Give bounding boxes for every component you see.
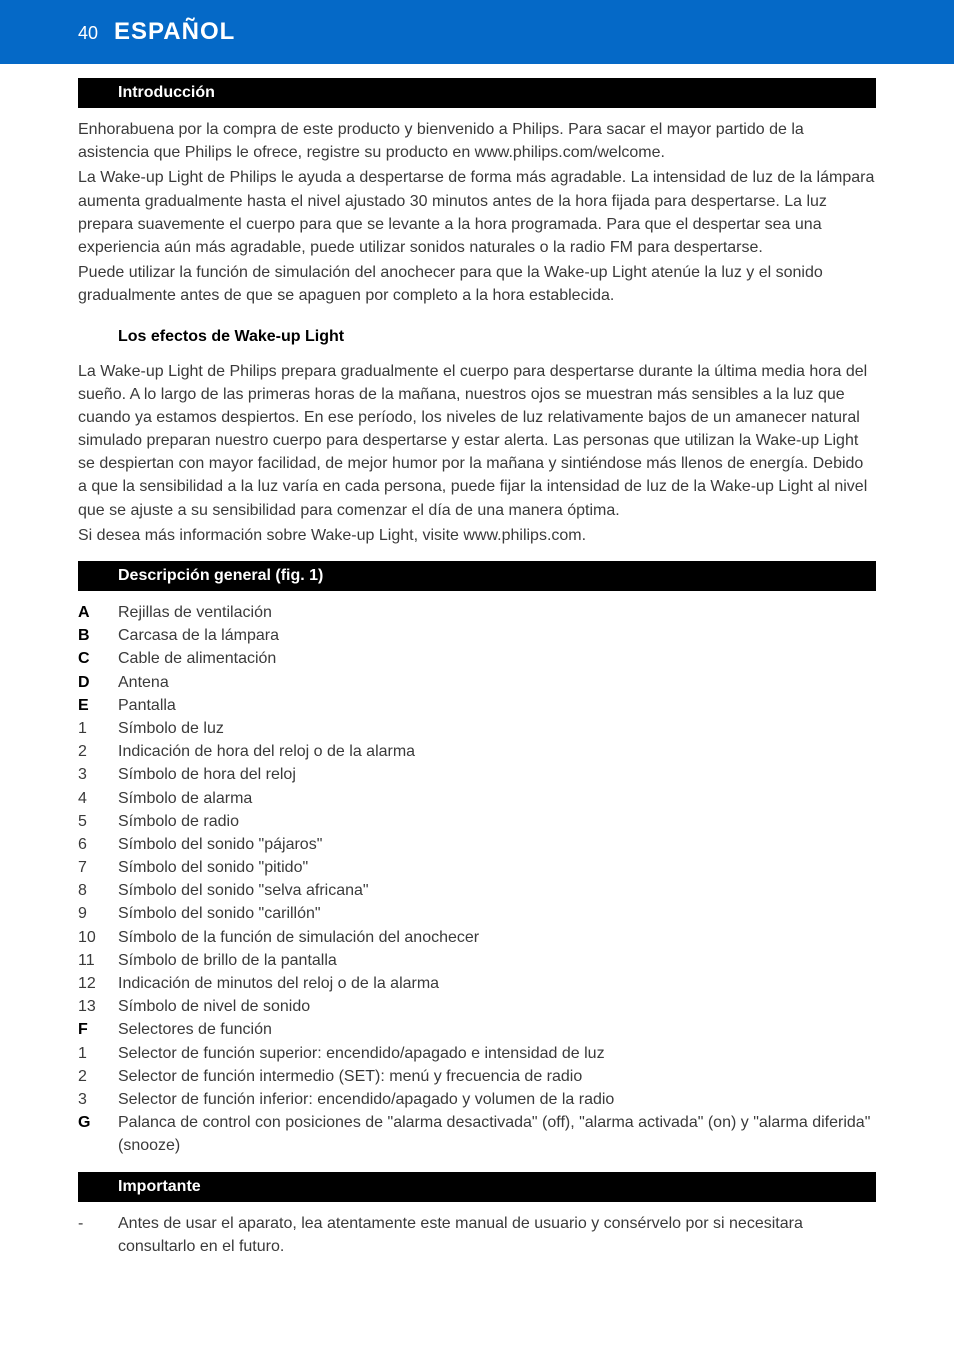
section-heading-intro: Introducción [78,78,876,108]
list-item-text: Selector de función inferior: encendido/… [118,1088,876,1111]
list-item: 8Símbolo del sonido "selva africana" [78,879,876,902]
list-item-text: Pantalla [118,694,876,717]
list-item: 6Símbolo del sonido "pájaros" [78,833,876,856]
list-item: DAntena [78,671,876,694]
list-item-key: G [78,1111,118,1157]
list-item: 2Selector de función intermedio (SET): m… [78,1065,876,1088]
list-item-text: Carcasa de la lámpara [118,624,876,647]
intro-paragraph: La Wake-up Light de Philips le ayuda a d… [78,166,876,259]
list-item-key: 10 [78,926,118,949]
list-item: 13Símbolo de nivel de sonido [78,995,876,1018]
list-item-key: E [78,694,118,717]
list-item-key: 9 [78,902,118,925]
language-title: ESPAÑOL [114,18,235,46]
list-item-text: Selectores de función [118,1018,876,1041]
list-item: ARejillas de ventilación [78,601,876,624]
list-item: 2Indicación de hora del reloj o de la al… [78,740,876,763]
list-item-text: Símbolo de alarma [118,787,876,810]
list-item-key: 13 [78,995,118,1018]
effects-paragraph: La Wake-up Light de Philips prepara grad… [78,360,876,522]
list-item-text: Símbolo de radio [118,810,876,833]
list-item: 12Indicación de minutos del reloj o de l… [78,972,876,995]
list-item-text: Indicación de minutos del reloj o de la … [118,972,876,995]
list-item-key: 1 [78,717,118,740]
list-item-key: 11 [78,949,118,972]
list-item-key: 5 [78,810,118,833]
list-item-text: Símbolo del sonido "selva africana" [118,879,876,902]
list-item: 3Selector de función inferior: encendido… [78,1088,876,1111]
list-item-key: 3 [78,763,118,786]
list-item: BCarcasa de la lámpara [78,624,876,647]
list-item: 11Símbolo de brillo de la pantalla [78,949,876,972]
list-item-key: F [78,1018,118,1041]
list-item-text: Indicación de hora del reloj o de la ala… [118,740,876,763]
list-item-text: Palanca de control con posiciones de "al… [118,1111,876,1157]
document-page: 40 ESPAÑOL Introducción Enhorabuena por … [0,0,954,1354]
list-item-text: Cable de alimentación [118,647,876,670]
section-heading-important: Importante [78,1172,876,1202]
list-item: EPantalla [78,694,876,717]
overview-list: ARejillas de ventilaciónBCarcasa de la l… [78,601,876,1158]
list-item-key: 3 [78,1088,118,1111]
section-heading-overview: Descripción general (fig. 1) [78,561,876,591]
list-item: 1Selector de función superior: encendido… [78,1042,876,1065]
important-text: Antes de usar el aparato, lea atentament… [118,1212,876,1258]
list-item: 7Símbolo del sonido "pitido" [78,856,876,879]
intro-paragraph: Puede utilizar la función de simulación … [78,261,876,307]
list-item: 4Símbolo de alarma [78,787,876,810]
page-content: Introducción Enhorabuena por la compra d… [0,64,954,1298]
page-header: 40 ESPAÑOL [0,0,954,64]
list-item-key: 2 [78,740,118,763]
list-item: 5Símbolo de radio [78,810,876,833]
list-item-key: 12 [78,972,118,995]
list-item-key: B [78,624,118,647]
list-item-text: Símbolo de brillo de la pantalla [118,949,876,972]
list-item-text: Símbolo del sonido "pitido" [118,856,876,879]
list-item-key: A [78,601,118,624]
list-item-text: Símbolo del sonido "pájaros" [118,833,876,856]
list-item-text: Rejillas de ventilación [118,601,876,624]
important-bullet: - Antes de usar el aparato, lea atentame… [78,1212,876,1258]
intro-paragraph: Enhorabuena por la compra de este produc… [78,118,876,164]
page-number: 40 [78,23,98,44]
list-item-text: Símbolo de nivel de sonido [118,995,876,1018]
list-item-text: Símbolo de la función de simulación del … [118,926,876,949]
list-item-key: 1 [78,1042,118,1065]
list-item-text: Símbolo de hora del reloj [118,763,876,786]
list-item-text: Símbolo de luz [118,717,876,740]
list-item-key: D [78,671,118,694]
effects-paragraph: Si desea más información sobre Wake-up L… [78,524,876,547]
list-item-text: Selector de función intermedio (SET): me… [118,1065,876,1088]
list-item-text: Selector de función superior: encendido/… [118,1042,876,1065]
list-item: 10Símbolo de la función de simulación de… [78,926,876,949]
list-item: FSelectores de función [78,1018,876,1041]
list-item: CCable de alimentación [78,647,876,670]
list-item-key: 2 [78,1065,118,1088]
section-subheading-effects: Los efectos de Wake-up Light [78,322,876,352]
list-item-key: 7 [78,856,118,879]
list-item: 1Símbolo de luz [78,717,876,740]
list-item-key: 8 [78,879,118,902]
list-item-key: C [78,647,118,670]
list-item-text: Símbolo del sonido "carillón" [118,902,876,925]
list-item-key: 6 [78,833,118,856]
list-item-text: Antena [118,671,876,694]
list-item-key: 4 [78,787,118,810]
list-item: 9Símbolo del sonido "carillón" [78,902,876,925]
dash-icon: - [78,1212,118,1258]
list-item: 3Símbolo de hora del reloj [78,763,876,786]
list-item: GPalanca de control con posiciones de "a… [78,1111,876,1157]
